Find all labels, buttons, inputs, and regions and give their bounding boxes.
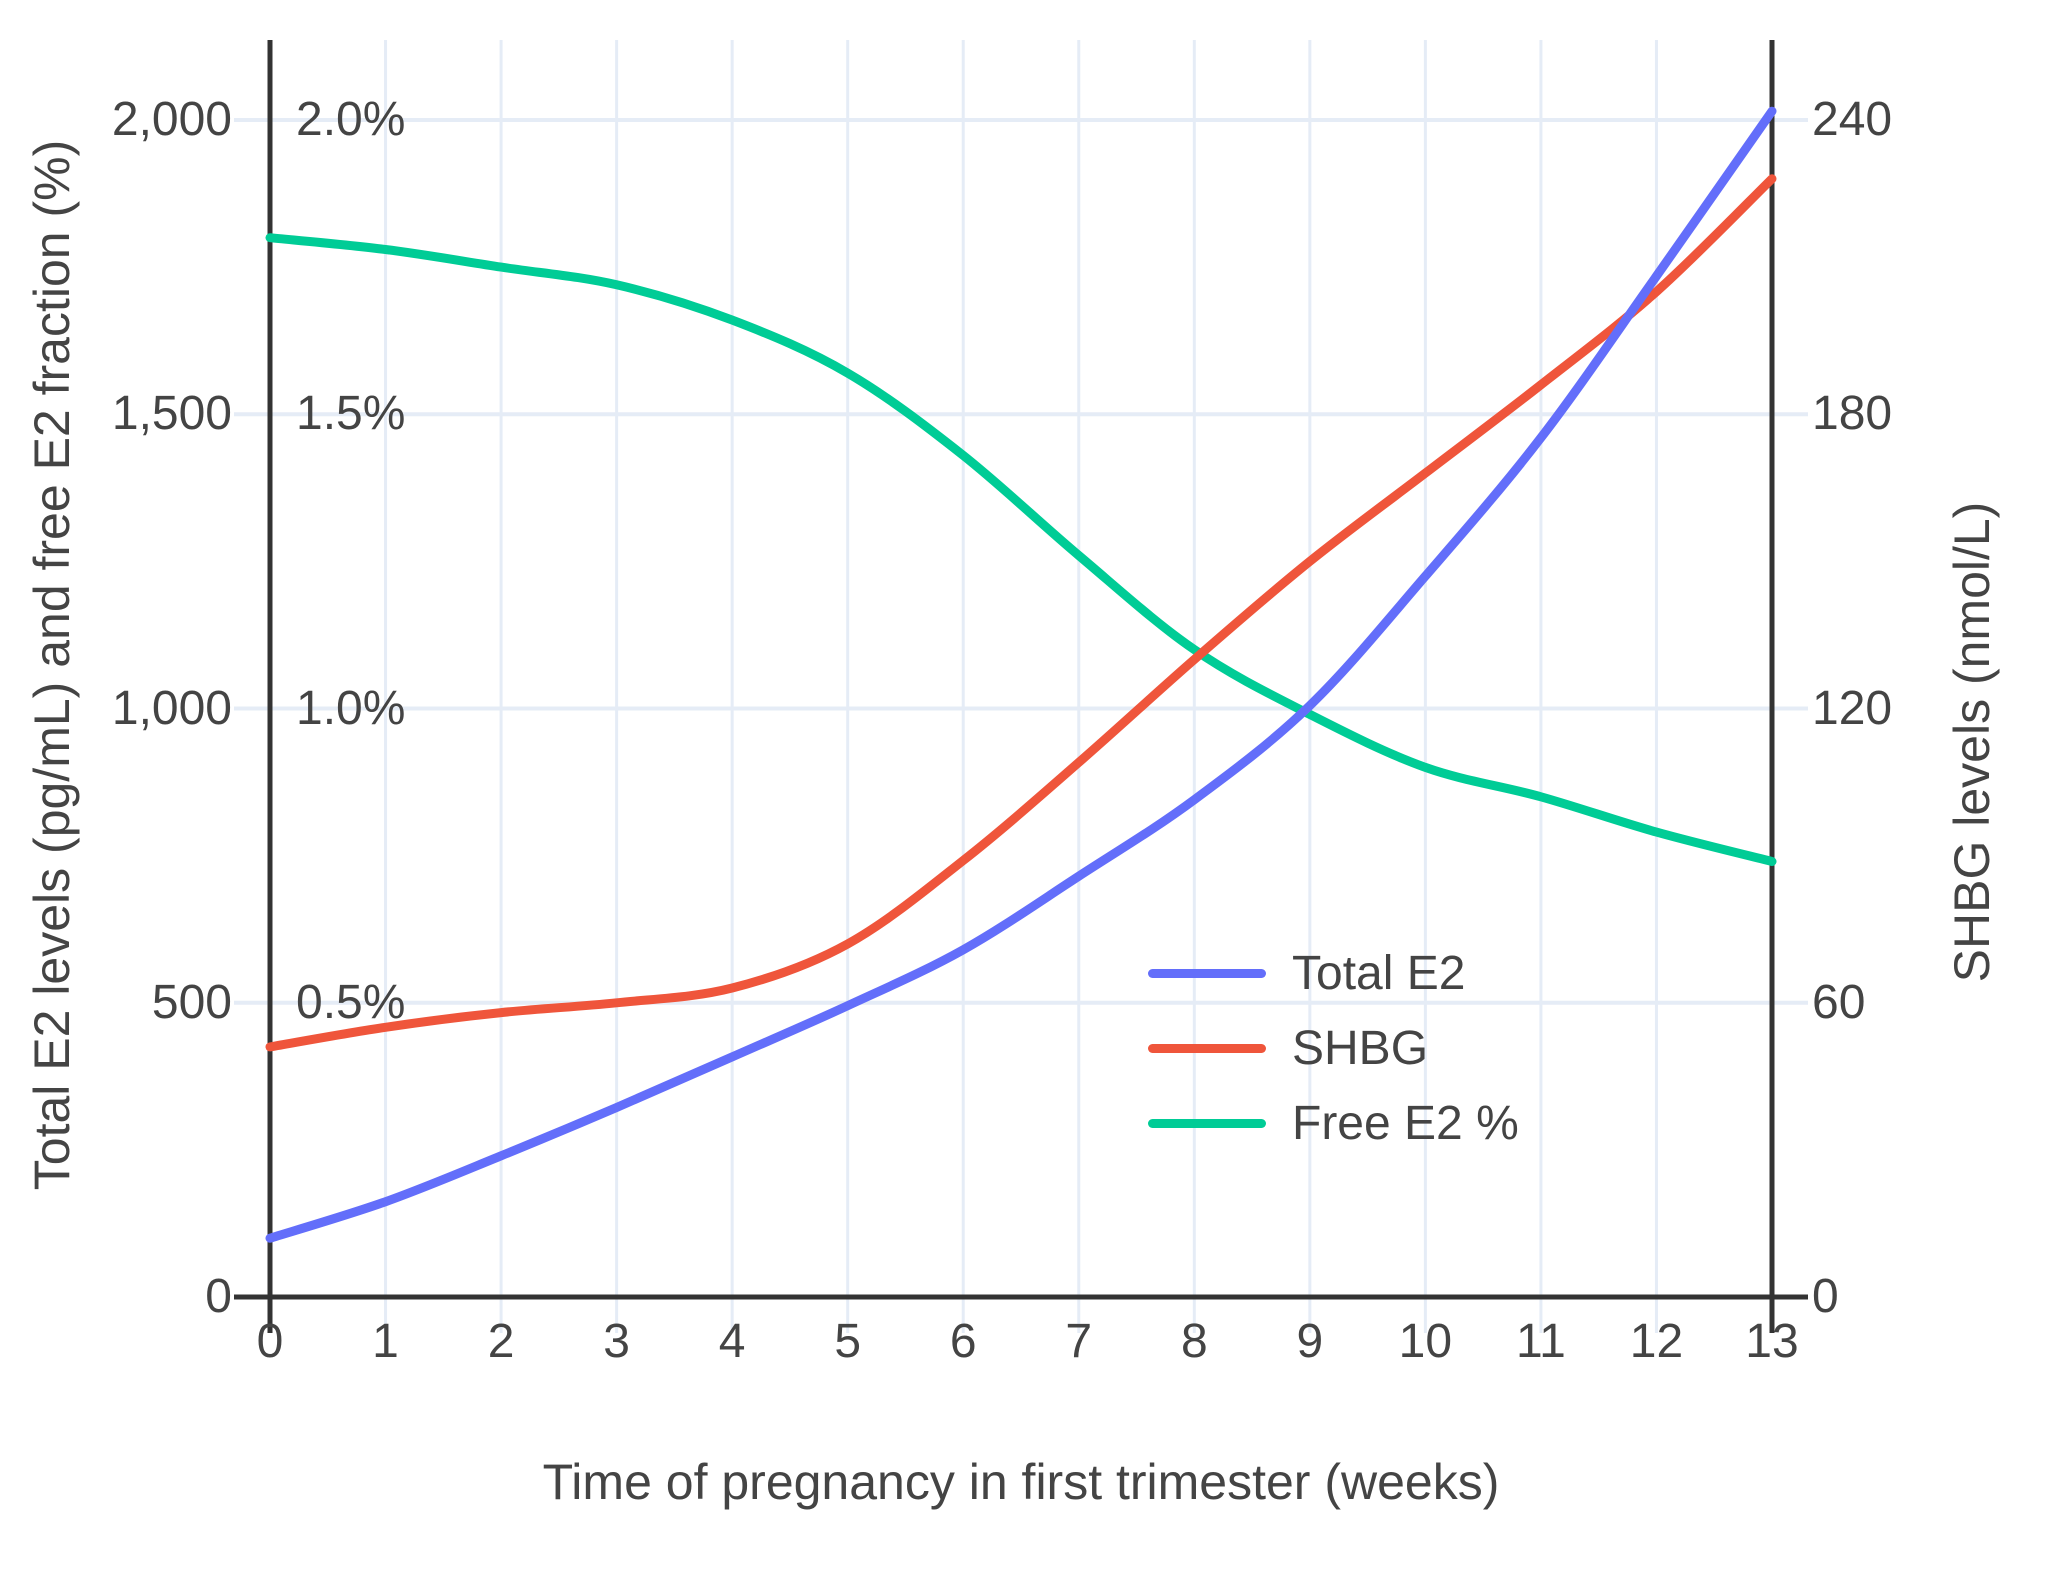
legend-item-shbg[interactable]: SHBG — [1148, 1011, 1519, 1086]
y-left-tick-label: 1,500 — [111, 387, 232, 441]
x-tick-label: 8 — [1180, 1315, 1208, 1368]
x-tick-label: 12 — [1629, 1315, 1684, 1368]
x-tick-label: 9 — [1296, 1315, 1324, 1368]
legend-label: Free E2 % — [1292, 1097, 1519, 1150]
x-tick-label: 6 — [949, 1315, 977, 1368]
y-percent-tick-label: 0.5% — [296, 975, 406, 1029]
x-tick-label: 11 — [1516, 1315, 1566, 1368]
y-right-tick-label: 120 — [1812, 681, 1893, 735]
legend-item-free-e2[interactable]: Free E2 % — [1148, 1086, 1519, 1161]
x-tick-label: 4 — [718, 1315, 746, 1368]
y-right-tick-label: 60 — [1812, 975, 1866, 1029]
y-percent-tick-label: 2.0% — [296, 93, 406, 146]
y-left-tick-label: 1,000 — [111, 681, 232, 735]
legend-swatch-free-e2 — [1148, 1119, 1266, 1128]
legend-swatch-shbg — [1148, 1044, 1266, 1053]
x-tick-label: 3 — [603, 1315, 630, 1368]
x-tick-label: 10 — [1398, 1315, 1453, 1368]
y-axis-title-right: SHBG levels (nmol/L) — [1944, 501, 2000, 983]
y-percent-tick-label: 1.5% — [296, 387, 406, 441]
y-right-tick-label: 0 — [1812, 1270, 1839, 1323]
y-left-tick-label: 500 — [151, 975, 232, 1029]
y-left-tick-label: 0 — [205, 1270, 232, 1323]
legend-item-total-e2[interactable]: Total E2 — [1148, 936, 1519, 1011]
x-axis-title: Time of pregnancy in first trimester (we… — [542, 1454, 1500, 1510]
x-tick-label: 0 — [256, 1315, 284, 1368]
legend-label: SHBG — [1292, 1022, 1429, 1075]
y-axis-title-left: Total E2 levels (pg/mL) and free E2 frac… — [24, 139, 80, 1191]
y-left-tick-label: 2,000 — [111, 93, 232, 146]
y-right-tick-label: 240 — [1812, 93, 1893, 146]
legend-swatch-total-e2 — [1148, 969, 1266, 978]
legend-label: Total E2 — [1292, 947, 1466, 1000]
legend: Total E2 SHBG Free E2 % — [1148, 936, 1519, 1161]
x-tick-label: 2 — [487, 1315, 515, 1368]
x-tick-label: 13 — [1745, 1315, 1799, 1368]
x-tick-label: 7 — [1065, 1315, 1093, 1368]
y-right-tick-label: 180 — [1812, 387, 1893, 441]
x-tick-label: 1 — [372, 1315, 399, 1368]
x-tick-label: 5 — [834, 1315, 862, 1368]
y-percent-tick-label: 1.0% — [296, 681, 406, 735]
